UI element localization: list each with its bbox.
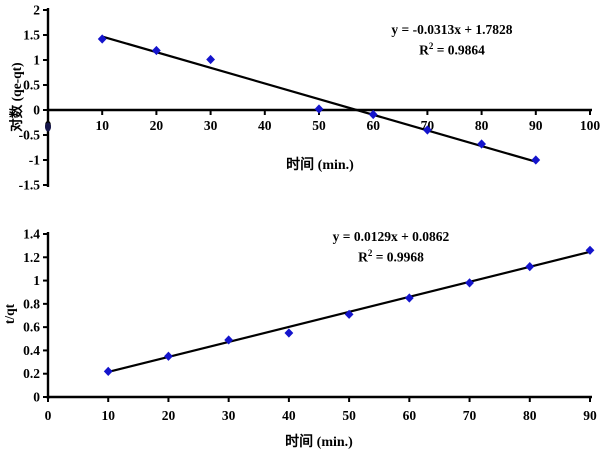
bottom-y-axis-label: t/qt <box>2 303 17 325</box>
x-tick-label: 50 <box>342 408 356 423</box>
data-point <box>206 54 215 65</box>
y-tick-label: -1.5 <box>19 178 41 193</box>
data-point <box>585 245 595 255</box>
trend-line <box>101 35 537 163</box>
bottom-x-axis-label: 时间 (min.) <box>285 435 353 450</box>
y-tick-label: 2 <box>33 3 40 18</box>
data-point <box>97 34 107 44</box>
data-point <box>164 351 173 361</box>
data-point <box>404 293 414 303</box>
x-tick-label: 90 <box>583 408 597 423</box>
x-tick-label: 0 <box>45 408 52 423</box>
x-tick-label: 90 <box>529 118 543 133</box>
top-x-axis-label: 时间 (min.) <box>286 158 354 173</box>
data-point <box>152 45 161 56</box>
data-point <box>368 109 378 120</box>
y-tick-label: 1 <box>33 53 40 68</box>
top-y-axis-label: 对数 (qe-qt) <box>9 62 24 132</box>
x-tick-label: 20 <box>150 118 164 133</box>
y-tick-label: 1 <box>33 273 40 288</box>
data-point <box>423 125 432 135</box>
x-tick-label: 80 <box>475 118 489 133</box>
top-r2: R2 = 0.9864 <box>419 41 485 58</box>
y-tick-label: 0.8 <box>23 296 40 311</box>
data-point <box>465 278 474 288</box>
top-equation-block: y = -0.0313x + 1.7828 R2 = 0.9864 <box>352 21 552 59</box>
x-tick-label: 40 <box>282 408 296 423</box>
y-tick-label: 0.5 <box>23 78 40 93</box>
x-tick-label: 50 <box>312 118 326 133</box>
bottom-equation: y = 0.0129x + 0.0862 <box>332 229 450 244</box>
y-tick-label: -1 <box>29 153 40 168</box>
data-point <box>224 335 234 345</box>
data-point <box>525 262 535 272</box>
y-tick-label: 1.4 <box>23 227 40 242</box>
x-tick-label: 10 <box>101 408 115 423</box>
x-tick-label: 60 <box>403 408 417 423</box>
x-tick-label: 70 <box>463 408 477 423</box>
x-tick-label: 60 <box>366 118 380 133</box>
y-tick-label: 1.5 <box>23 28 40 43</box>
bottom-r2: R2 = 0.9968 <box>358 248 424 265</box>
y-tick-label: 1.2 <box>23 250 40 265</box>
x-tick-label: 30 <box>222 408 236 423</box>
x-tick-label: 80 <box>523 408 537 423</box>
x-tick-label: 100 <box>580 118 600 133</box>
data-point <box>477 139 486 149</box>
y-tick-label: -0.5 <box>19 128 41 143</box>
x-tick-label: 20 <box>162 408 176 423</box>
top-equation: y = -0.0313x + 1.7828 <box>391 22 513 37</box>
data-point <box>314 104 324 114</box>
data-point <box>531 155 541 165</box>
x-tick-label: 10 <box>95 118 109 133</box>
data-point <box>284 328 294 338</box>
stray-dot <box>45 122 51 132</box>
x-tick-label: 40 <box>258 118 272 133</box>
y-tick-label: 0.2 <box>23 366 40 381</box>
y-tick-label: 0.6 <box>23 320 40 335</box>
y-tick-label: 0 <box>33 103 40 118</box>
data-point <box>344 309 354 319</box>
y-tick-label: 0.4 <box>23 343 40 358</box>
x-tick-label: 30 <box>204 118 218 133</box>
y-tick-label: 0 <box>33 390 40 405</box>
data-point <box>103 366 113 376</box>
bottom-equation-block: y = 0.0129x + 0.0862 R2 = 0.9968 <box>291 228 491 266</box>
